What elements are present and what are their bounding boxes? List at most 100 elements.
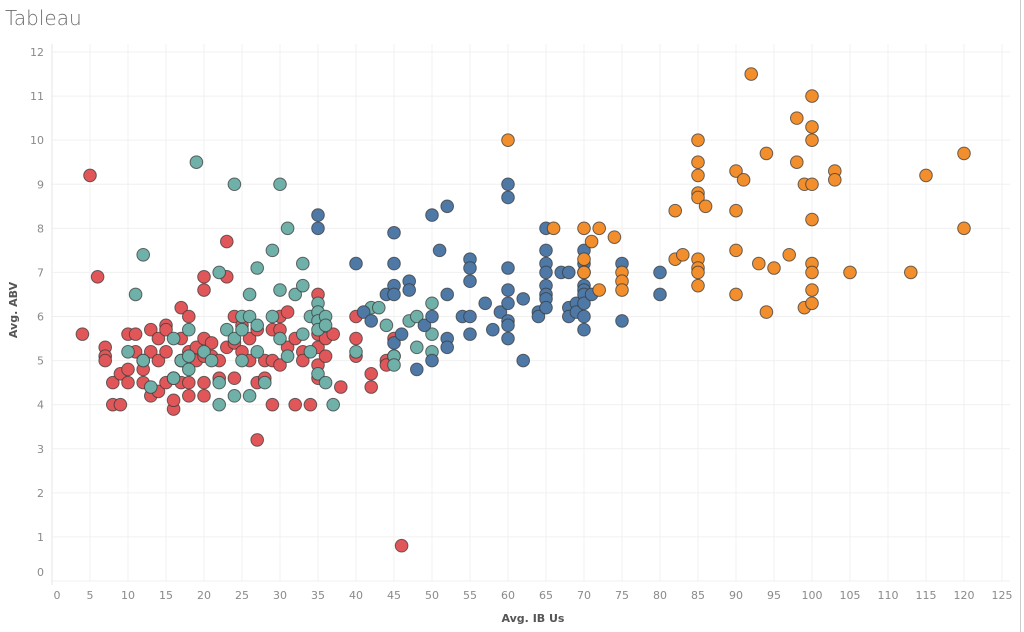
- data-point[interactable]: [166, 371, 181, 386]
- data-point[interactable]: [805, 212, 819, 227]
- data-point[interactable]: [136, 247, 150, 262]
- data-point[interactable]: [159, 322, 173, 337]
- data-point[interactable]: [440, 287, 455, 302]
- data-point[interactable]: [250, 433, 265, 447]
- data-point[interactable]: [387, 225, 401, 240]
- data-point[interactable]: [151, 331, 166, 346]
- data-point[interactable]: [394, 327, 409, 341]
- data-point[interactable]: [227, 177, 242, 192]
- data-point[interactable]: [501, 177, 515, 192]
- data-point[interactable]: [197, 344, 211, 359]
- data-point[interactable]: [242, 287, 257, 302]
- data-point[interactable]: [691, 190, 705, 205]
- data-point[interactable]: [805, 296, 819, 311]
- data-point[interactable]: [189, 155, 204, 170]
- data-point[interactable]: [318, 375, 333, 390]
- data-point[interactable]: [121, 344, 135, 359]
- data-point[interactable]: [303, 397, 318, 412]
- data-point[interactable]: [577, 252, 591, 266]
- data-point[interactable]: [166, 331, 181, 346]
- data-point[interactable]: [364, 367, 379, 381]
- data-point[interactable]: [805, 89, 819, 103]
- data-point[interactable]: [729, 164, 743, 178]
- data-point[interactable]: [410, 362, 424, 377]
- data-point[interactable]: [387, 358, 401, 372]
- data-point[interactable]: [220, 234, 234, 249]
- data-point[interactable]: [303, 344, 318, 359]
- data-point[interactable]: [767, 261, 781, 275]
- data-point[interactable]: [759, 146, 774, 161]
- data-point[interactable]: [258, 375, 272, 390]
- data-point[interactable]: [296, 256, 310, 271]
- data-point[interactable]: [607, 230, 622, 244]
- data-point[interactable]: [273, 331, 287, 346]
- data-point[interactable]: [212, 375, 226, 390]
- data-point[interactable]: [501, 296, 515, 311]
- data-point[interactable]: [562, 265, 576, 280]
- data-point[interactable]: [501, 318, 515, 333]
- data-point[interactable]: [356, 305, 371, 319]
- data-point[interactable]: [828, 173, 842, 187]
- data-point[interactable]: [220, 322, 234, 337]
- data-point[interactable]: [615, 314, 629, 328]
- data-point[interactable]: [364, 314, 379, 328]
- data-point[interactable]: [128, 327, 143, 341]
- data-point[interactable]: [98, 353, 112, 368]
- data-point[interactable]: [691, 278, 705, 293]
- data-point[interactable]: [296, 327, 310, 341]
- data-point[interactable]: [144, 380, 158, 394]
- data-point[interactable]: [197, 389, 211, 403]
- data-point[interactable]: [759, 305, 774, 319]
- data-point[interactable]: [691, 168, 705, 183]
- data-point[interactable]: [691, 265, 705, 280]
- data-point[interactable]: [326, 397, 341, 412]
- data-point[interactable]: [432, 243, 447, 258]
- data-point[interactable]: [463, 327, 477, 341]
- data-point[interactable]: [493, 305, 508, 319]
- data-point[interactable]: [790, 111, 804, 125]
- data-point[interactable]: [242, 331, 257, 346]
- data-point[interactable]: [805, 133, 819, 147]
- data-point[interactable]: [106, 375, 120, 390]
- data-point[interactable]: [501, 283, 515, 297]
- data-point[interactable]: [288, 287, 303, 302]
- data-point[interactable]: [501, 261, 515, 275]
- data-point[interactable]: [410, 340, 424, 355]
- data-point[interactable]: [280, 305, 295, 319]
- data-point[interactable]: [349, 256, 363, 271]
- data-point[interactable]: [486, 322, 500, 337]
- data-point[interactable]: [296, 278, 310, 293]
- data-point[interactable]: [364, 380, 379, 394]
- data-point[interactable]: [387, 336, 401, 350]
- data-point[interactable]: [394, 538, 409, 553]
- data-point[interactable]: [615, 283, 629, 297]
- data-point[interactable]: [318, 349, 333, 363]
- data-point[interactable]: [318, 318, 333, 333]
- data-point[interactable]: [379, 318, 394, 333]
- data-point[interactable]: [166, 393, 181, 408]
- data-point[interactable]: [425, 353, 439, 368]
- data-point[interactable]: [182, 375, 196, 390]
- data-point[interactable]: [546, 221, 561, 236]
- data-point[interactable]: [311, 367, 325, 381]
- data-point[interactable]: [539, 265, 553, 280]
- data-point[interactable]: [121, 362, 135, 377]
- data-point[interactable]: [197, 270, 211, 284]
- data-point[interactable]: [296, 353, 310, 368]
- data-point[interactable]: [204, 336, 219, 350]
- data-point[interactable]: [805, 177, 819, 192]
- data-point[interactable]: [729, 243, 743, 258]
- data-point[interactable]: [90, 270, 105, 284]
- data-point[interactable]: [280, 221, 295, 236]
- data-point[interactable]: [182, 362, 196, 377]
- data-point[interactable]: [729, 287, 743, 302]
- data-point[interactable]: [235, 322, 249, 337]
- data-point[interactable]: [919, 168, 933, 183]
- data-point[interactable]: [212, 397, 226, 412]
- data-point[interactable]: [227, 331, 242, 346]
- data-point[interactable]: [440, 199, 455, 214]
- data-point[interactable]: [235, 353, 249, 368]
- data-point[interactable]: [425, 309, 439, 324]
- data-point[interactable]: [744, 67, 759, 81]
- data-point[interactable]: [577, 296, 591, 311]
